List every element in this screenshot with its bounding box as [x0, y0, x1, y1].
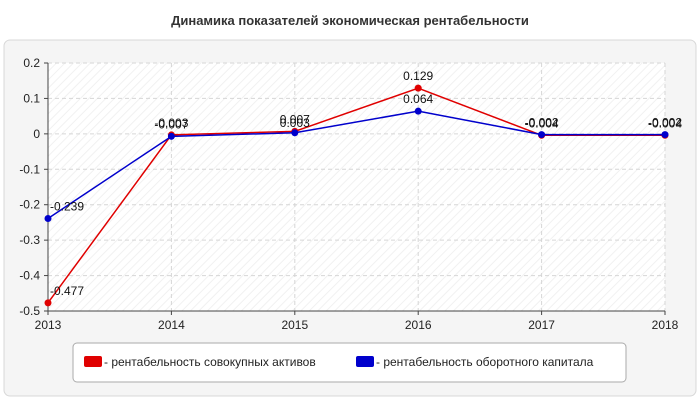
- y-tick-label: -0.3: [19, 233, 40, 247]
- series: [44, 84, 669, 307]
- chart-title: Динамика показателей экономическая рента…: [171, 13, 529, 28]
- legend: - рентабельность совокупных активов - ре…: [72, 342, 627, 383]
- data-label: -0.004: [648, 116, 682, 130]
- data-point[interactable]: [291, 129, 299, 137]
- legend-swatch-series-1: [84, 356, 102, 367]
- data-label: -0.239: [50, 200, 84, 214]
- data-label: 0.064: [403, 92, 433, 106]
- data-label: 0.007: [280, 112, 310, 126]
- data-label: 0.003: [280, 116, 310, 130]
- data-labels: -0.477 -0.003 0.007 0.129 -0.004 -0.004 -0.239…: [50, 69, 682, 298]
- x-tick-label: 2017: [528, 318, 555, 332]
- y-axis-ticks: 0.2 0.1 0 -0.1 -0.2 -0.3 -0.4 -0.5: [19, 56, 40, 318]
- data-point[interactable]: [538, 131, 546, 139]
- data-label: -0.002: [525, 116, 559, 130]
- x-tick-label: 2014: [158, 318, 185, 332]
- legend-label-series-2: - рентабельность оборотного капитала: [376, 355, 594, 369]
- y-tick-label: 0.1: [23, 91, 40, 105]
- y-tick-label: -0.1: [19, 162, 40, 176]
- data-label: -0.007: [154, 117, 188, 131]
- axes: [44, 62, 666, 315]
- data-label: -0.477: [50, 284, 84, 298]
- data-label: -0.003: [154, 116, 188, 130]
- data-label: -0.004: [525, 116, 559, 130]
- data-point[interactable]: [414, 84, 422, 92]
- data-point[interactable]: [167, 132, 175, 140]
- data-label: 0.129: [403, 69, 433, 83]
- plot-area: [48, 63, 665, 311]
- x-tick-label: 2015: [281, 318, 308, 332]
- y-tick-label: 0.2: [23, 56, 40, 70]
- data-point[interactable]: [414, 107, 422, 115]
- x-tick-label: 2018: [652, 318, 679, 332]
- data-point[interactable]: [44, 215, 52, 223]
- series-line-2: [47, 110, 665, 220]
- legend-label-series-1: - рентабельность совокупных активов: [104, 355, 316, 369]
- legend-item-series-1[interactable]: - рентабельность совокупных активов: [84, 355, 316, 369]
- y-tick-label: -0.5: [19, 304, 40, 318]
- x-axis-ticks: 2013 2014 2015 2016 2017 2018: [35, 318, 679, 332]
- x-tick-label: 2016: [405, 318, 432, 332]
- x-tick-label: 2013: [35, 318, 62, 332]
- y-tick-label: 0: [33, 127, 40, 141]
- legend-item-series-2[interactable]: - рентабельность оборотного капитала: [356, 355, 594, 369]
- legend-box: [72, 342, 627, 383]
- y-tick-label: -0.2: [19, 198, 40, 212]
- data-point[interactable]: [44, 299, 52, 307]
- y-tick-label: -0.4: [19, 269, 40, 283]
- legend-swatch-series-2: [356, 356, 374, 367]
- data-label: -0.002: [648, 116, 682, 130]
- data-point[interactable]: [661, 131, 669, 139]
